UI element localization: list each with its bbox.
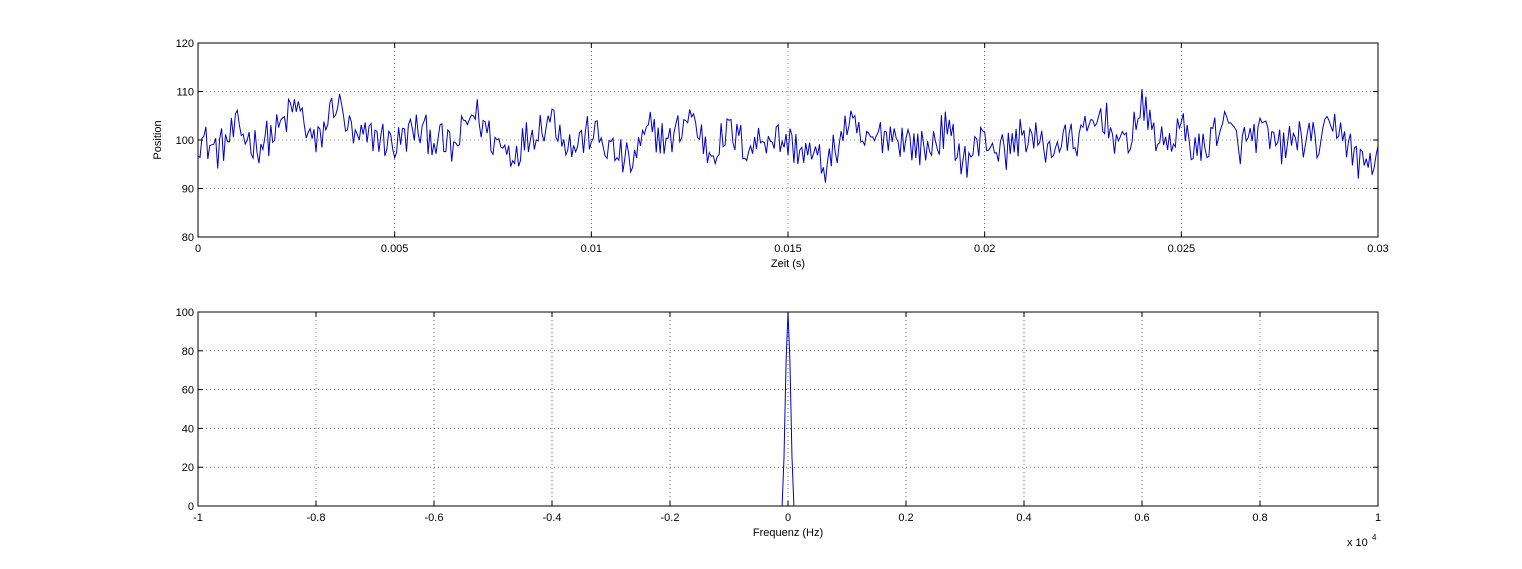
frequency-plot: -1 -0.8 -0.6 -0.4 -0.2 0 0.2 0.4 0.6 0.8 1 0 20 40 60 8… (176, 307, 1381, 549)
x-axis-label: Zeit (s) (771, 258, 805, 270)
x-tick-label: -0.4 (543, 512, 562, 524)
y-tick-label: 110 (176, 87, 194, 99)
x-tick-label: -0.2 (661, 512, 680, 524)
x-axis-multiplier: x 10 (1347, 537, 1368, 549)
x-tick-label: 0 (785, 512, 791, 524)
y-tick-label: 100 (176, 307, 194, 319)
y-axis-label: Position (152, 120, 164, 159)
y-tick-label: 60 (182, 385, 194, 397)
series-line (197, 88, 1379, 183)
x-tick-label: 0 (195, 243, 201, 255)
x-tick-label: 0.02 (974, 243, 995, 255)
x-tick-label: -1 (193, 512, 203, 524)
x-tick-label: 0.8 (1252, 512, 1267, 524)
y-tick-label: 100 (176, 135, 194, 147)
x-axis-multiplier-exponent: 4 (1372, 533, 1377, 542)
x-tick-label: 0.4 (1016, 512, 1031, 524)
x-tick-label: 0.015 (774, 243, 802, 255)
x-tick-label: 0.005 (381, 243, 409, 255)
y-tick-label: 40 (182, 423, 194, 435)
y-tick-label: 90 (182, 184, 194, 196)
y-tick-label: 80 (182, 232, 194, 244)
x-tick-label: 0.01 (581, 243, 602, 255)
x-tick-label: 0.03 (1367, 243, 1388, 255)
y-tick-label: 80 (182, 346, 194, 358)
y-tick-label: 120 (176, 38, 194, 50)
x-tick-label: 0.025 (1168, 243, 1196, 255)
x-tick-label: -0.8 (307, 512, 326, 524)
y-tick-label: 20 (182, 462, 194, 474)
x-tick-label: 1 (1375, 512, 1381, 524)
y-tick-label: 0 (188, 501, 194, 513)
x-tick-label: -0.6 (425, 512, 444, 524)
x-axis-label: Frequenz (Hz) (753, 527, 823, 539)
time-plot: 0 0.005 0.01 0.015 0.02 0.025 0.03 80 90 100 110 12… (152, 38, 1389, 270)
x-tick-label: 0.2 (898, 512, 913, 524)
x-tick-label: 0.6 (1134, 512, 1149, 524)
